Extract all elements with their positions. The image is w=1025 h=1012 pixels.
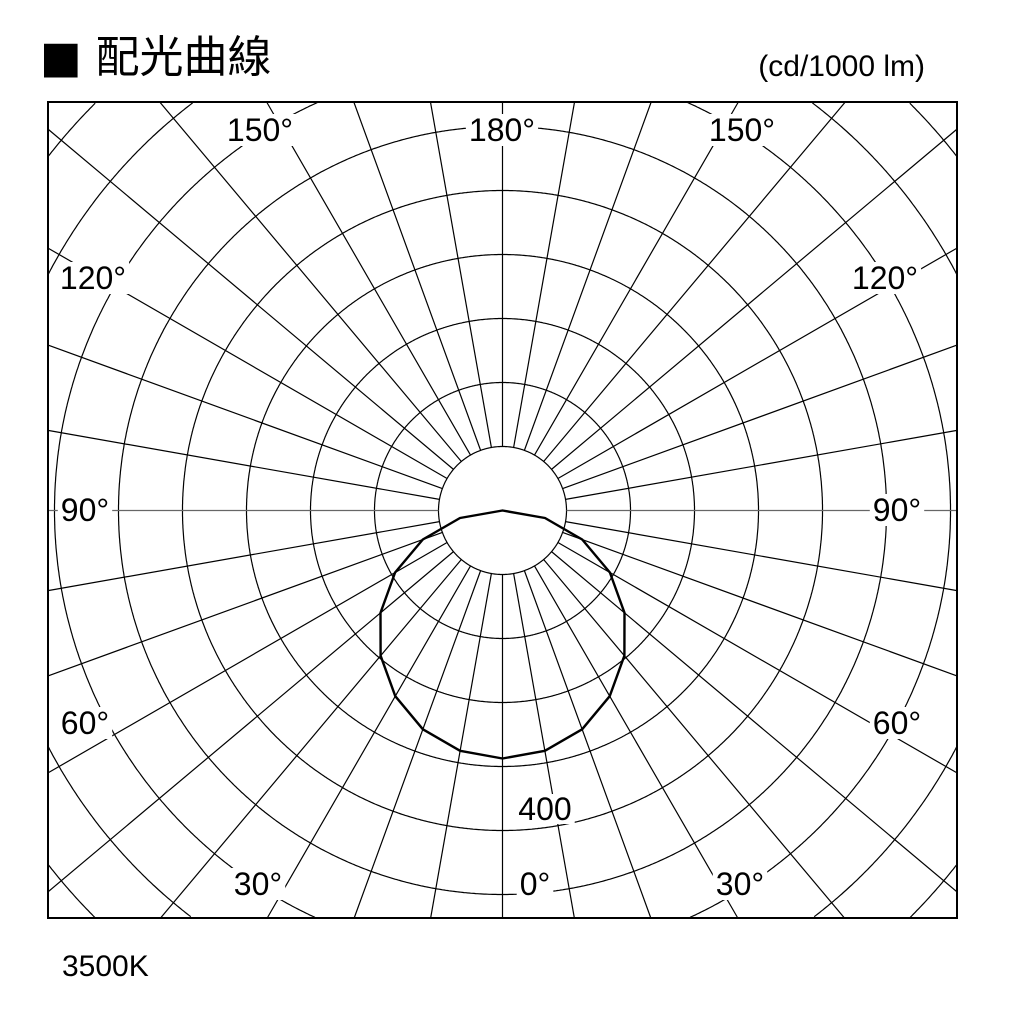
angle-label: 120° [60, 260, 126, 296]
angle-label: 180° [469, 112, 535, 148]
grid-spoke [266, 565, 472, 919]
radial-tick-label: 400 [518, 791, 571, 827]
plot-frame [47, 101, 958, 919]
grid-spoke [47, 429, 440, 500]
chart-title: ■ 配光曲線 [40, 32, 272, 83]
grid-spoke [513, 101, 576, 448]
grid-spoke [565, 429, 958, 500]
grid-spoke [266, 101, 472, 456]
grid-spoke [47, 531, 443, 677]
grid-spoke [430, 573, 492, 919]
color-temperature-note: 3500K [62, 950, 149, 983]
grid-spoke [543, 559, 845, 919]
grid-spoke [47, 128, 454, 470]
grid-spoke [159, 101, 462, 462]
grid-spoke [533, 565, 739, 919]
angle-label: 60° [61, 705, 109, 741]
intensity-curve [379, 509, 626, 760]
grid-spoke [523, 101, 652, 451]
angle-label: 150° [709, 112, 775, 148]
grid-spoke [47, 521, 440, 592]
grid-spoke [543, 101, 846, 462]
angle-label: 90° [61, 492, 109, 528]
grid-spoke [562, 344, 958, 490]
angle-label: 90° [873, 492, 921, 528]
grid-spoke [429, 101, 492, 448]
unit-label: (cd/1000 lm) [758, 50, 925, 83]
grid-spoke [47, 541, 448, 774]
angle-label: 120° [852, 260, 918, 296]
grid-spoke [565, 521, 958, 592]
angle-label: 30° [234, 866, 282, 902]
grid-ring [48, 102, 957, 919]
grid-spoke [47, 344, 443, 490]
grid-spoke [353, 101, 482, 451]
angle-label: 60° [873, 705, 921, 741]
angle-label: 150° [227, 112, 293, 148]
grid-spoke [353, 570, 482, 919]
grid-spoke [47, 551, 454, 893]
grid-spoke [513, 573, 575, 919]
angle-label: 0° [520, 866, 551, 902]
grid-ring [53, 101, 952, 918]
angle-label: 30° [716, 866, 764, 902]
grid-spoke [551, 551, 958, 893]
grid-spoke [562, 531, 958, 677]
grid-spoke [551, 128, 958, 470]
grid-spoke [523, 570, 652, 919]
grid-spoke [533, 101, 739, 456]
grid-spoke [160, 559, 462, 919]
